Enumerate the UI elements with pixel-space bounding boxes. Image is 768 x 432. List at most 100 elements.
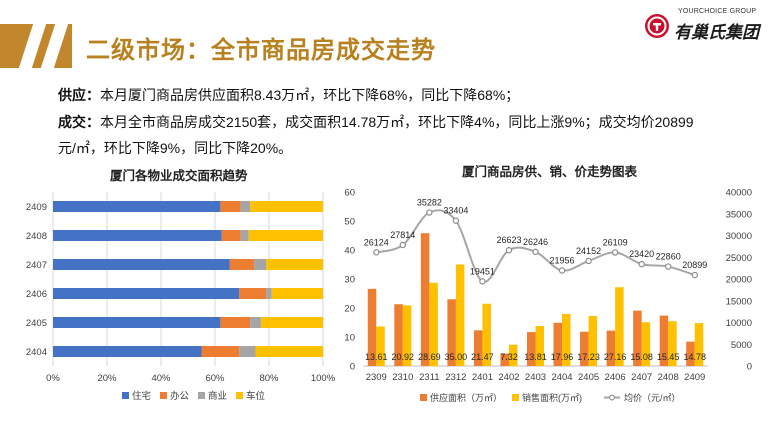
- x-tick-label: 2406: [605, 372, 626, 383]
- left-axis-tick-label: 20: [344, 304, 355, 315]
- price-point: [479, 278, 486, 285]
- bar-segment: [240, 230, 249, 241]
- sales-bar: [535, 325, 544, 366]
- price-point: [558, 267, 566, 274]
- x-tick-label: 40%: [151, 373, 171, 384]
- right-axis-tick-label: 30000: [726, 231, 752, 242]
- legend-label: 商业: [208, 390, 227, 402]
- price-data-label: 33404: [443, 206, 468, 216]
- price-data-label: 22860: [656, 252, 681, 262]
- price-point: [638, 260, 645, 268]
- bar-segment: [266, 259, 323, 270]
- deal-text: 本月全市商品房成交2150套，成交面积14.78万㎡，环比下降4%，同比上涨9%…: [100, 114, 694, 130]
- supply-bar: [580, 331, 589, 366]
- bar-segment: [248, 230, 323, 241]
- x-tick-label: 100%: [311, 373, 336, 384]
- chart-title-property-area: 厦门各物业成交面积趋势: [110, 169, 248, 183]
- sales-bar: [562, 313, 571, 366]
- supply-bar: [633, 310, 642, 366]
- right-axis-tick-label: 40000: [726, 188, 752, 199]
- sales-bar: [615, 287, 624, 366]
- sales-bar: [588, 316, 598, 366]
- header-stripe: [40, 24, 69, 68]
- sales-bar: [455, 264, 465, 366]
- sales-data-label: 17.96: [551, 352, 574, 362]
- deal-summary-continued: 元/㎡，环比下降9%，同比下降20%。: [58, 138, 292, 158]
- price-point: [399, 241, 407, 249]
- supply-bar: [447, 299, 456, 366]
- logo-english-text: YOURCHOICE GROUP: [678, 8, 757, 15]
- sales-bar: [376, 326, 385, 366]
- deal-text-line2: 元/㎡，环比下降9%，同比下降20%。: [58, 140, 293, 156]
- supply-bar: [606, 330, 616, 366]
- property-area-stacked-bar-chart: 0% 20% 40% 60% 80% 100% 2409 2408 2407 2406 2405 24…: [26, 192, 336, 402]
- price-data-label: 26109: [603, 237, 628, 247]
- supply-bar: [473, 330, 483, 366]
- price-data-label: 20899: [682, 260, 707, 270]
- price-data-label: 27814: [390, 230, 415, 240]
- legend-swatch: [420, 394, 427, 401]
- y-tick-label: 2405: [26, 318, 47, 329]
- legend-label: 办公: [170, 390, 190, 402]
- x-tick-label: 60%: [205, 373, 225, 384]
- sales-data-label: 28.69: [418, 352, 441, 362]
- supply-bar: [659, 315, 669, 366]
- sales-data-label: 27.16: [604, 352, 627, 362]
- right-axis-tick-label: 10000: [726, 318, 752, 329]
- supply-summary: 供应：本月厦门商品房供应面积8.43万㎡，环比下降68%，同比下降68%；: [58, 85, 519, 105]
- x-tick-label: 2309: [366, 372, 387, 383]
- bar-segment: [53, 230, 222, 241]
- price-data-label: 19451: [470, 266, 495, 276]
- price-point: [373, 249, 380, 256]
- chart-title-supply-sales-price: 厦门商品房供、销、价走势图表: [462, 165, 638, 179]
- page-title: 二级市场：全市商品房成交走势: [86, 37, 436, 64]
- right-axis-tick-label: 25000: [726, 253, 752, 264]
- sales-bar: [429, 282, 438, 366]
- bar-segment: [53, 288, 240, 299]
- bar-segment: [260, 317, 323, 328]
- sales-data-label: 15.08: [630, 352, 653, 362]
- right-axis-tick-label: 15000: [726, 296, 752, 307]
- right-axis-tick-label: 20000: [726, 275, 752, 286]
- left-axis-tick-label: 0: [350, 362, 355, 373]
- left-axis-tick-label: 40: [344, 246, 355, 257]
- sales-data-label: 14.78: [683, 352, 706, 362]
- logo-chinese-text: 有巢氏集团: [674, 23, 759, 42]
- bar-segment: [239, 288, 267, 299]
- x-tick-label: 2408: [658, 372, 679, 383]
- legend-swatch: [198, 392, 205, 399]
- sales-data-label: 21.47: [471, 352, 494, 362]
- sales-data-label: 15.45: [657, 352, 680, 362]
- x-tick-label: 2407: [631, 372, 652, 383]
- bar-segment: [53, 317, 221, 328]
- x-tick-label: 2405: [578, 372, 599, 383]
- x-tick-label: 2310: [392, 372, 413, 383]
- right-axis-tick-label: 0: [747, 362, 752, 373]
- sales-data-label: 20.92: [392, 352, 415, 362]
- price-point: [505, 246, 513, 254]
- sales-data-label: 35.00: [445, 352, 468, 362]
- supply-bar: [527, 332, 536, 366]
- sales-bar: [402, 305, 412, 366]
- price-point: [585, 257, 592, 265]
- x-tick-label: 0%: [46, 373, 60, 384]
- bar-segment: [201, 346, 240, 357]
- bar-segment: [250, 317, 261, 328]
- deal-label: 成交：: [58, 114, 100, 130]
- left-axis-tick-label: 30: [344, 275, 355, 286]
- y-tick-label: 2408: [26, 231, 47, 242]
- company-logo: YOURCHOICE GROUP 有巢氏集团: [640, 6, 762, 44]
- legend-swatch: [160, 392, 167, 399]
- y-tick-label: 2406: [26, 289, 47, 300]
- y-tick-label: 2409: [26, 202, 47, 213]
- legend-marker: [609, 394, 615, 401]
- left-axis-tick-label: 50: [344, 217, 355, 228]
- price-data-label: 24152: [576, 246, 601, 256]
- legend-swatch: [512, 394, 519, 401]
- supply-label: 供应：: [58, 87, 100, 103]
- header-accent-bar: [0, 24, 72, 68]
- bar-segment: [229, 259, 255, 270]
- sales-data-label: 13.81: [524, 352, 547, 362]
- bar-segment: [53, 259, 230, 270]
- supply-bar: [420, 233, 430, 366]
